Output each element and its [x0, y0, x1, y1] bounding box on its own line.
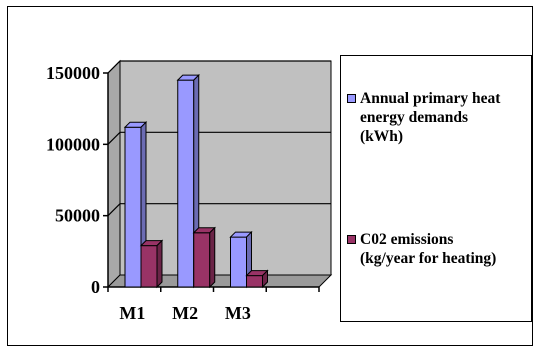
legend-swatch-co2 — [347, 235, 356, 244]
y-tick-label: 100000 — [46, 134, 100, 154]
bar — [229, 230, 253, 289]
bar-front — [140, 245, 158, 288]
y-axis: 0 50000 100000 150000 — [46, 63, 108, 297]
bar-side — [209, 226, 216, 289]
bar-front — [177, 79, 195, 288]
bars — [123, 73, 269, 289]
x-tick-label: M3 — [225, 303, 251, 323]
plot-walls — [106, 59, 333, 289]
x-axis: M1 M2 M3 — [107, 287, 320, 323]
bar — [139, 239, 164, 289]
gridline — [107, 131, 331, 145]
side-wall — [107, 59, 121, 289]
bar-front — [246, 275, 263, 288]
x-tick-label: M1 — [119, 303, 145, 323]
bar — [192, 226, 216, 289]
gridline — [107, 203, 331, 217]
bar-front — [193, 232, 211, 288]
y-tick-label: 0 — [91, 277, 100, 297]
bar-front — [124, 126, 142, 288]
legend-label-primary-heat: Annual primary heat energy demands (kWh) — [360, 90, 501, 145]
bar-side — [156, 239, 163, 289]
legend-swatch-primary-heat — [347, 94, 356, 103]
bar — [245, 269, 269, 289]
x-tick-label: M2 — [172, 303, 198, 323]
legend-label-co2: C02 emissions (kg/year for heating) — [360, 231, 497, 267]
bar-front — [230, 236, 247, 288]
legend-entry-co2: C02 emissions (kg/year for heating) — [347, 230, 496, 268]
y-tick-label: 50000 — [55, 206, 100, 226]
gridline — [107, 60, 331, 74]
legend-entry-primary-heat: Annual primary heat energy demands (kWh) — [347, 89, 500, 146]
bar-side — [262, 269, 268, 289]
y-tick-label: 150000 — [46, 63, 100, 83]
legend: Annual primary heat energy demands (kWh)… — [340, 55, 532, 322]
chart-plot: 0 50000 100000 150000 M1 M2 M3 — [46, 59, 333, 323]
